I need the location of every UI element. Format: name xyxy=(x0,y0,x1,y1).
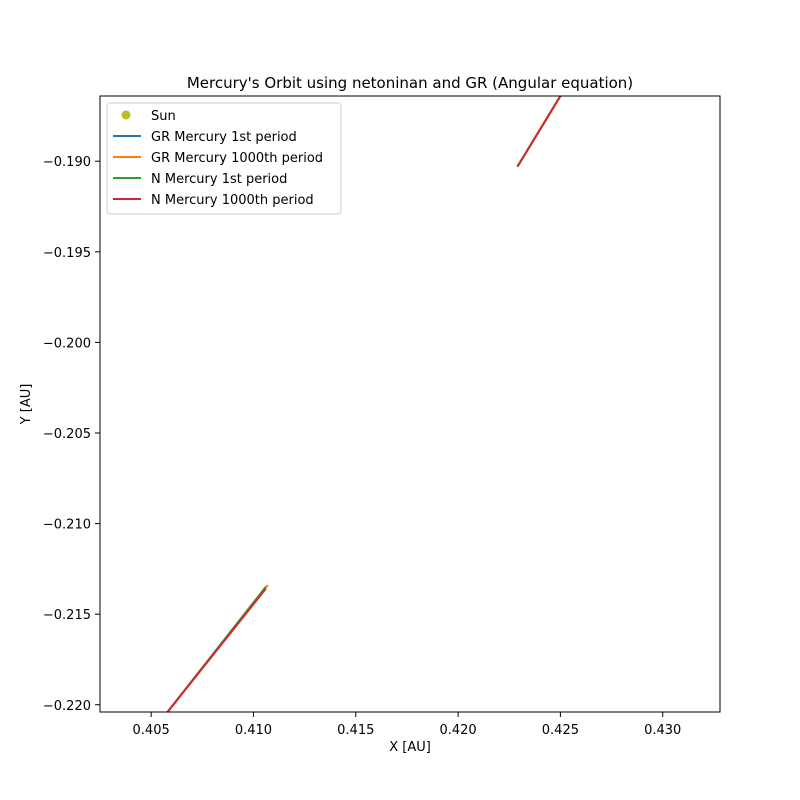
chart-title: Mercury's Orbit using netoninan and GR (… xyxy=(187,74,633,92)
legend: Sun GR Mercury 1st period GR Mercury 1000t… xyxy=(106,102,342,215)
legend-box xyxy=(106,102,342,215)
legend-label-0: Sun xyxy=(151,109,176,124)
legend-marker-0 xyxy=(121,110,131,120)
x-tick-label-4: 0.425 xyxy=(542,723,579,738)
y-tick-label-5: −0.215 xyxy=(43,608,91,623)
x-tick-label-0: 0.405 xyxy=(133,723,170,738)
y-tick-label-4: −0.210 xyxy=(43,518,91,533)
y-tick-label-2: −0.200 xyxy=(43,336,91,351)
axes: 0.405 0.410 0.415 0.420 0.425 0.430 −0.190 −0.1… xyxy=(43,95,721,738)
axes-frame xyxy=(99,95,721,713)
legend-label-1: GR Mercury 1st period xyxy=(151,130,297,145)
legend-label-4: N Mercury 1000th period xyxy=(151,193,314,208)
x-tick-label-2: 0.415 xyxy=(337,723,374,738)
x-axis-label: X [AU] xyxy=(389,740,431,755)
x-tick-label-1: 0.410 xyxy=(235,723,272,738)
x-tick-label-5: 0.430 xyxy=(644,723,681,738)
series-line-4-segment-1 xyxy=(516,96,562,168)
y-tick-label-1: −0.195 xyxy=(43,246,91,261)
series-line-4-segment-0 xyxy=(166,588,267,712)
y-axis-label: Y [AU] xyxy=(19,384,34,426)
y-tick-label-3: −0.205 xyxy=(43,427,91,442)
plot-area xyxy=(166,96,562,712)
legend-label-2: GR Mercury 1000th period xyxy=(151,151,323,166)
y-tick-label-6: −0.220 xyxy=(43,699,91,714)
legend-label-3: N Mercury 1st period xyxy=(151,172,287,187)
x-tick-label-3: 0.420 xyxy=(439,723,476,738)
y-tick-label-0: −0.190 xyxy=(43,155,91,170)
